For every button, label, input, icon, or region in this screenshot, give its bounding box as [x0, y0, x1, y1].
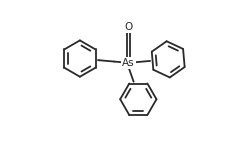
Text: As: As: [122, 58, 135, 68]
Text: O: O: [125, 22, 133, 32]
